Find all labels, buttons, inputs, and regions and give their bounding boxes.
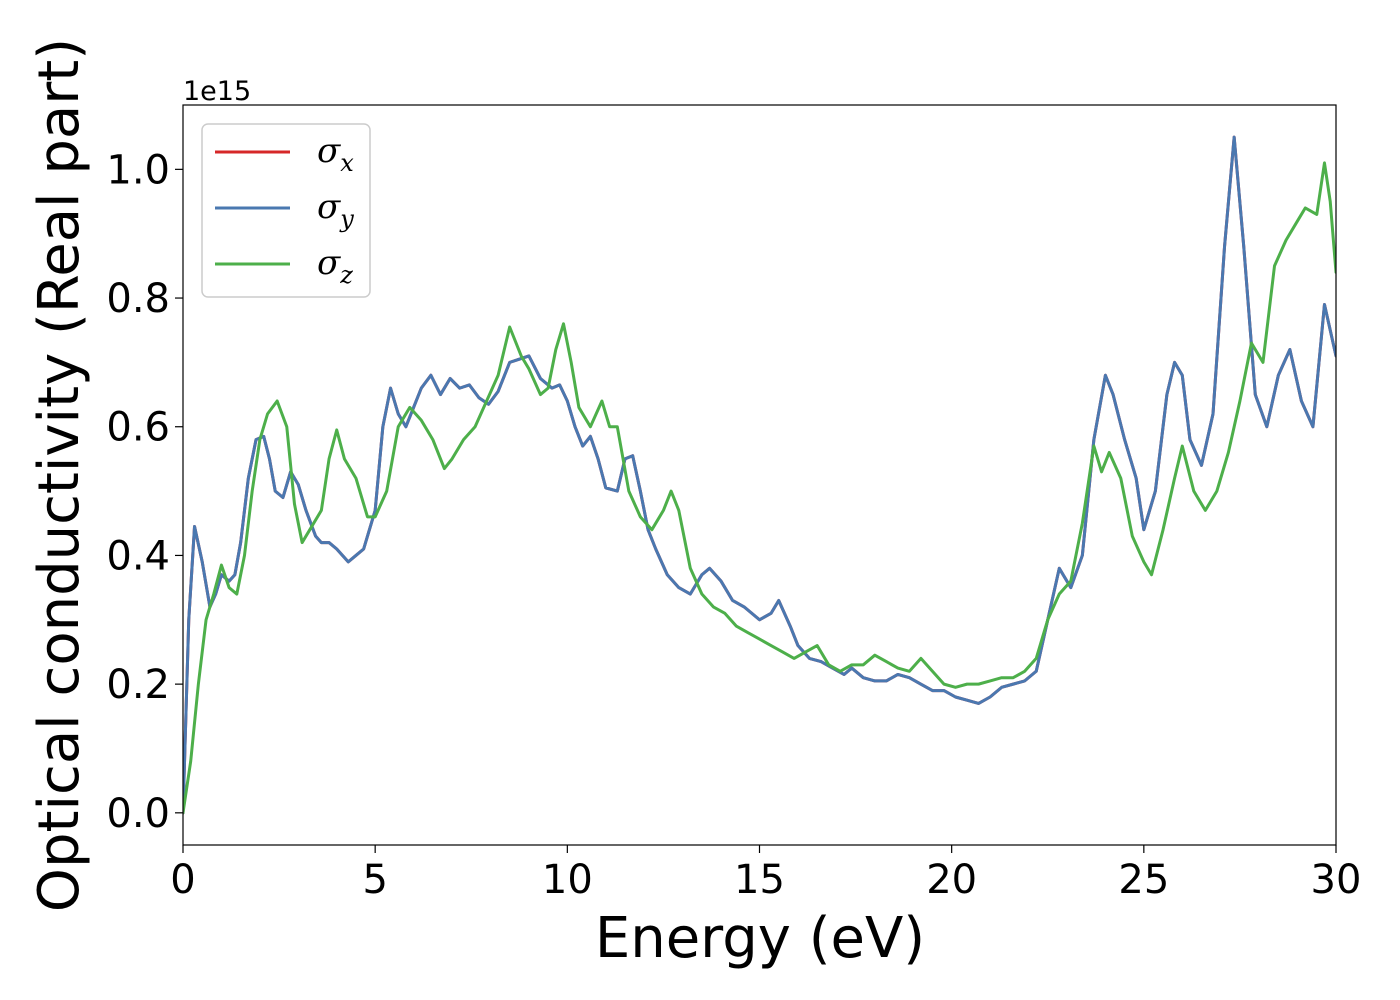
y-tick-label: 0.2 <box>106 662 170 708</box>
y-tick-label: 1.0 <box>106 147 170 193</box>
legend-label-y: σy <box>317 187 354 233</box>
x-axis: 0 5 10 15 20 25 30 <box>170 845 1361 903</box>
x-tick-label: 10 <box>542 857 593 903</box>
legend: σx σy σz <box>201 123 371 298</box>
y-axis-offset-label: 1e15 <box>183 76 251 107</box>
y-tick-label: 0.0 <box>106 791 170 837</box>
series-line-z <box>183 161 1336 815</box>
y-axis: 0.0 0.2 0.4 0.6 0.8 1.0 <box>106 147 183 837</box>
series-line-y <box>183 135 1336 815</box>
y-tick-label: 0.8 <box>106 276 170 322</box>
x-tick-label: 25 <box>1118 857 1169 903</box>
y-tick-label: 0.4 <box>106 533 170 579</box>
legend-frame <box>201 123 371 298</box>
y-tick-label: 0.6 <box>106 405 170 451</box>
legend-label-z: σz <box>317 243 353 289</box>
x-tick-label: 15 <box>734 857 785 903</box>
y-axis-label: Optical conductivity (Real part) <box>27 38 92 912</box>
x-tick-label: 5 <box>362 857 387 903</box>
legend-label-x: σx <box>317 131 354 177</box>
x-tick-label: 0 <box>170 857 195 903</box>
x-tick-label: 20 <box>926 857 977 903</box>
x-axis-label: Energy (eV) <box>595 906 925 971</box>
x-tick-label: 30 <box>1311 857 1362 903</box>
series-lines <box>183 135 1336 815</box>
